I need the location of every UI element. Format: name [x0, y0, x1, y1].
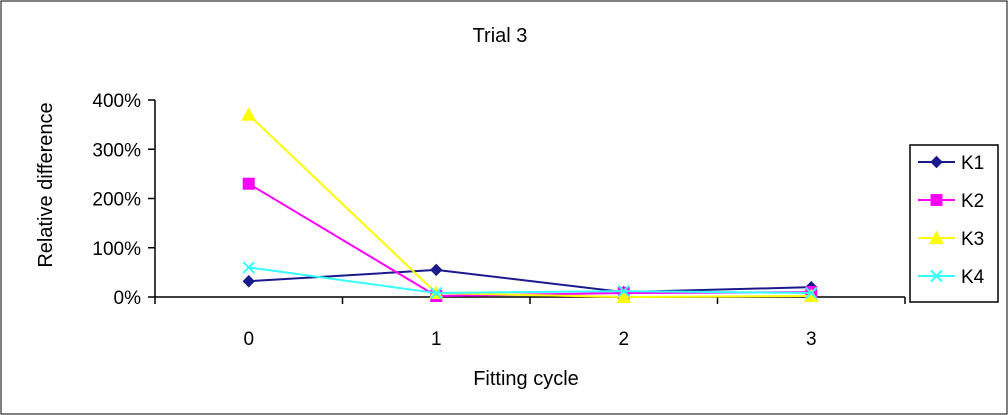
data-point-k4 [805, 286, 818, 300]
chart-title: Trial 3 [473, 25, 528, 47]
axes: 0% 100% 200% 300% 400% 0 1 2 3 [92, 91, 906, 350]
x-tick-label: 1 [431, 329, 442, 350]
x-tick-label: 3 [806, 329, 817, 350]
series-line-k3 [248, 114, 812, 299]
legend-box [909, 144, 999, 303]
data-point-k1 [430, 263, 443, 277]
data-point-k3 [241, 107, 257, 121]
y-tick-label: 300% [92, 140, 141, 161]
legend-entry-k3: K3 [918, 229, 984, 250]
x-tick-label: 0 [243, 329, 254, 350]
y-tick-label: 100% [92, 239, 141, 260]
legend-entry-k4: K4 [918, 267, 985, 288]
x-tick-label: 2 [618, 329, 629, 350]
x-axis-label: Fitting cycle [473, 368, 579, 390]
data-point-k4 [430, 286, 443, 300]
data-point-k1 [242, 275, 255, 288]
data-point-k4-stroke [617, 284, 630, 298]
data-point-k4-stroke [242, 261, 255, 274]
y-axis-label: Relative difference [35, 102, 57, 267]
data-point-k4-stroke [805, 286, 818, 300]
y-tick-label: 200% [92, 190, 141, 211]
legend-label-k4: K4 [961, 267, 985, 288]
series-k4 [242, 261, 818, 300]
legend: K1 K2 K3 K4 [909, 144, 999, 303]
legend-marker-k4 [930, 269, 943, 283]
legend-entry-k1: K1 [918, 153, 984, 174]
legend-marker-k3 [929, 230, 944, 244]
data-point-k2 [242, 177, 255, 190]
legend-entry-k2: K2 [918, 191, 984, 212]
legend-label-k3: K3 [961, 229, 984, 250]
legend-marker-k1 [930, 155, 943, 169]
data-point-k4 [617, 284, 630, 298]
series-lines [241, 107, 819, 303]
legend-label-k2: K2 [961, 191, 984, 212]
legend-label-k1: K1 [961, 153, 984, 174]
legend-marker-k4-stroke [930, 269, 943, 283]
legend-marker-k2 [930, 194, 943, 206]
y-tick-label: 0% [114, 288, 142, 309]
series-line-k1 [248, 268, 812, 294]
series-line-k4 [248, 266, 812, 295]
data-point-k4-stroke [430, 286, 443, 300]
y-tick-label: 400% [92, 91, 141, 112]
data-point-k3 [616, 289, 632, 303]
data-point-k4 [242, 261, 255, 274]
